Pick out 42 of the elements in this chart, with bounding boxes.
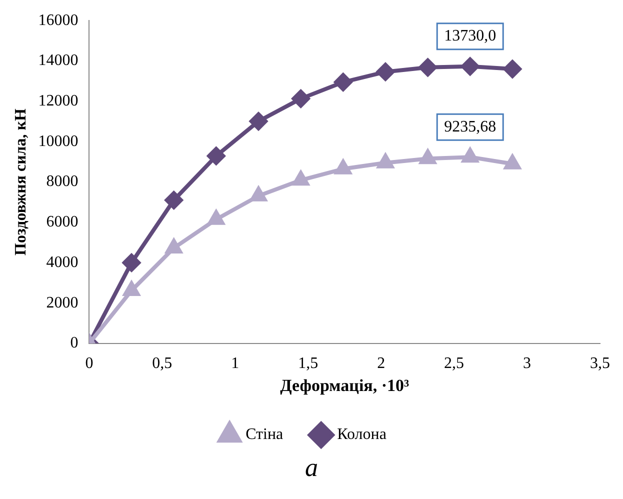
- point: [123, 282, 140, 296]
- legend-label: Колона: [337, 426, 386, 444]
- point: [377, 154, 394, 168]
- point: [461, 57, 480, 76]
- point: [250, 186, 267, 202]
- x-tick-label: 2: [377, 355, 386, 372]
- y-tick-label: 2000: [46, 294, 78, 312]
- y-tick-label: 4000: [46, 254, 78, 271]
- x-tick-label: 1: [231, 355, 240, 372]
- point: [376, 62, 394, 81]
- x-tick-label: 1,5: [298, 355, 318, 372]
- annotation: 13730,0: [444, 28, 496, 45]
- point: [504, 154, 520, 170]
- point: [292, 90, 310, 108]
- point: [420, 150, 436, 164]
- text: а: [304, 453, 319, 483]
- y-tick-label: 0: [70, 334, 78, 352]
- x-tick-label: 2,5: [444, 355, 464, 372]
- point: [249, 112, 268, 130]
- point: [208, 210, 224, 225]
- x-tick-label: 3,5: [590, 355, 610, 372]
- point: [207, 146, 226, 165]
- point: [418, 58, 437, 76]
- x-tick-label: 3: [523, 355, 532, 372]
- y-tick-label: 16000: [38, 12, 78, 29]
- y-tick-label: 12000: [38, 92, 78, 110]
- y-tick-label: 10000: [38, 132, 78, 150]
- y-tick-label: 6000: [46, 214, 78, 231]
- annotation: 9235,68: [444, 118, 496, 136]
- y-tick-label: 8000: [46, 173, 78, 190]
- x-tick-label: 0: [85, 355, 94, 372]
- point: [334, 73, 352, 92]
- point: [503, 60, 522, 78]
- legend-label: Стіна: [246, 426, 284, 444]
- y-axis-title: Поздовжня сила, кН: [12, 108, 30, 256]
- point: [335, 160, 352, 174]
- x-axis-title: Деформація, ·10³: [280, 376, 410, 396]
- point: [462, 148, 478, 163]
- point: [292, 171, 309, 186]
- y-tick-label: 14000: [38, 52, 78, 70]
- x-tick-label: 0,5: [152, 355, 172, 372]
- point: [166, 238, 182, 254]
